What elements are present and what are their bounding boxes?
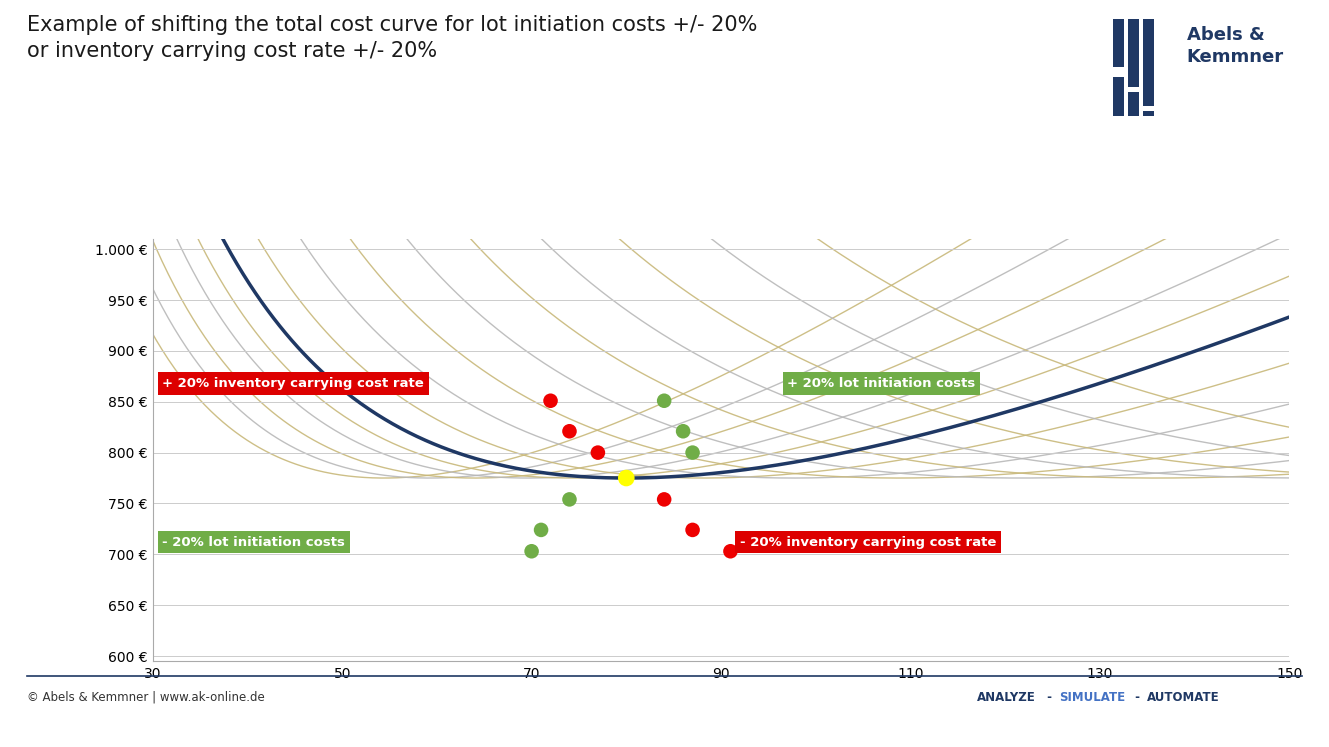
Bar bbox=[1143, 111, 1154, 116]
Bar bbox=[1114, 77, 1124, 116]
Bar bbox=[1143, 19, 1154, 106]
Text: Abels &
Kemmner: Abels & Kemmner bbox=[1187, 26, 1284, 66]
Text: SIMULATE: SIMULATE bbox=[1059, 691, 1126, 704]
Point bbox=[587, 447, 609, 459]
Text: AUTOMATE: AUTOMATE bbox=[1147, 691, 1220, 704]
Point bbox=[672, 425, 694, 437]
Text: -: - bbox=[1043, 691, 1057, 704]
Text: Example of shifting the total cost curve for lot initiation costs +/- 20%
or inv: Example of shifting the total cost curve… bbox=[27, 15, 758, 61]
Point bbox=[615, 472, 637, 484]
Text: + 20% lot initiation costs: + 20% lot initiation costs bbox=[787, 377, 975, 390]
Bar bbox=[1128, 91, 1139, 116]
Point bbox=[720, 545, 742, 557]
Text: ANALYZE: ANALYZE bbox=[977, 691, 1035, 704]
Bar bbox=[1114, 19, 1124, 67]
Point bbox=[530, 524, 552, 536]
Text: © Abels & Kemmner | www.ak-online.de: © Abels & Kemmner | www.ak-online.de bbox=[27, 691, 264, 704]
Point bbox=[654, 394, 675, 406]
Point bbox=[682, 447, 703, 459]
Text: - 20% lot initiation costs: - 20% lot initiation costs bbox=[162, 536, 346, 548]
Text: + 20% inventory carrying cost rate: + 20% inventory carrying cost rate bbox=[162, 377, 424, 390]
Point bbox=[654, 494, 675, 506]
Text: -: - bbox=[1131, 691, 1144, 704]
Point bbox=[521, 545, 542, 557]
Point bbox=[540, 394, 561, 406]
Bar bbox=[1128, 19, 1139, 87]
Point bbox=[558, 425, 579, 437]
Text: - 20% inventory carrying cost rate: - 20% inventory carrying cost rate bbox=[740, 536, 997, 548]
Point bbox=[682, 524, 703, 536]
Point bbox=[558, 494, 579, 506]
